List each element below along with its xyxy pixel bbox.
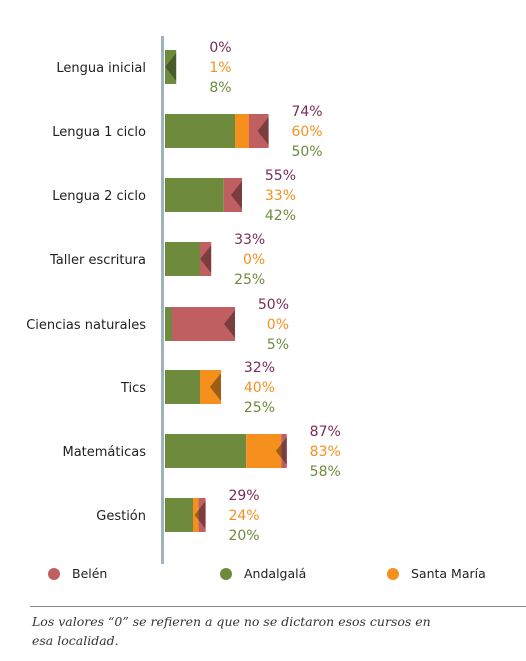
legend-label-andalgala: Andalgalá [244, 566, 307, 581]
bar-end-marker-lengua-2-ciclo [231, 181, 242, 209]
divider-rule [30, 606, 526, 607]
legend-swatch-santa-maria [387, 567, 399, 580]
value-label-belen-gestion: 29% [228, 488, 259, 504]
bar-end-marker-taller-escritura [200, 245, 212, 273]
stacked-bar-chart: Lengua inicial 0% 1% 8% Lengua 1 ciclo 74% 60%… [26, 36, 341, 564]
footnote: Los valores “0” se refieren a que no se … [32, 614, 431, 648]
category-label-lengua-inicial: Lengua inicial [56, 61, 146, 76]
bar-andalgala-taller-escritura [165, 242, 200, 276]
bar-end-marker-gestion [194, 501, 206, 529]
category-label-gestion: Gestión [96, 509, 146, 524]
value-label-andalgala-tics: 25% [244, 400, 275, 416]
bar-end-marker-ciencias-naturales [224, 310, 235, 338]
value-label-santa-maria-lengua-2-ciclo: 33% [265, 188, 296, 204]
legend-swatch-belen [48, 567, 60, 580]
bar-andalgala-lengua-2-ciclo [165, 178, 224, 212]
legend-item-santa-maria: Santa María [387, 566, 486, 581]
value-label-santa-maria-tics: 40% [244, 380, 275, 396]
bar-belen-lengua-1-ciclo [249, 114, 269, 148]
value-label-belen-tics: 32% [244, 360, 275, 376]
legend: Belén Andalgalá Santa María [0, 566, 526, 590]
bar-santa-maria-gestion [193, 498, 199, 532]
value-label-santa-maria-matematicas: 83% [310, 444, 341, 460]
bar-end-marker-matematicas [275, 437, 287, 465]
bar-andalgala-gestion [165, 498, 193, 532]
bar-belen-matematicas [281, 434, 287, 468]
bar-santa-maria-tics [200, 370, 221, 404]
value-label-andalgala-lengua-inicial: 8% [209, 80, 231, 96]
bar-andalgala-tics [165, 370, 200, 404]
bar-belen-taller-escritura [200, 242, 212, 276]
legend-label-belen: Belén [72, 566, 108, 581]
category-label-matematicas: Matemáticas [62, 445, 146, 460]
value-label-andalgala-lengua-1-ciclo: 50% [291, 144, 322, 160]
value-label-santa-maria-taller-escritura: 0% [243, 252, 265, 268]
value-label-santa-maria-lengua-1-ciclo: 60% [291, 124, 322, 140]
y-axis-line [161, 36, 164, 564]
category-label-lengua-1-ciclo: Lengua 1 ciclo [52, 125, 146, 140]
bar-andalgala-matematicas [165, 434, 247, 468]
bar-end-marker-lengua-inicial [165, 53, 177, 81]
value-label-santa-maria-lengua-inicial: 1% [209, 60, 231, 76]
bar-end-marker-lengua-1-ciclo [257, 117, 269, 145]
legend-swatch-andalgala [220, 567, 232, 580]
value-label-belen-ciencias-naturales: 50% [258, 297, 289, 313]
value-label-santa-maria-gestion: 24% [228, 508, 259, 524]
bar-andalgala-lengua-inicial [165, 50, 177, 84]
value-label-belen-lengua-inicial: 0% [209, 40, 231, 56]
value-label-andalgala-taller-escritura: 25% [234, 272, 265, 288]
bar-santa-maria-lengua-1-ciclo [235, 114, 249, 148]
bar-belen-lengua-2-ciclo [223, 178, 242, 212]
value-label-andalgala-gestion: 20% [228, 528, 259, 544]
value-label-andalgala-matematicas: 58% [310, 464, 341, 480]
category-label-lengua-2-ciclo: Lengua 2 ciclo [52, 189, 146, 204]
value-label-andalgala-ciencias-naturales: 5% [267, 337, 289, 353]
bar-andalgala-lengua-1-ciclo [165, 114, 235, 148]
category-label-taller-escritura: Taller escritura [49, 253, 146, 268]
value-label-belen-lengua-2-ciclo: 55% [265, 168, 296, 184]
value-label-andalgala-lengua-2-ciclo: 42% [265, 208, 296, 224]
legend-item-belen: Belén [48, 566, 107, 581]
bar-santa-maria-matematicas [246, 434, 282, 468]
legend-label-santa-maria: Santa María [411, 566, 486, 581]
value-label-santa-maria-ciencias-naturales: 0% [267, 317, 289, 333]
value-label-belen-taller-escritura: 33% [234, 232, 265, 248]
bar-belen-gestion [198, 498, 206, 532]
legend-item-andalgala: Andalgalá [220, 566, 306, 581]
category-label-tics: Tics [120, 381, 146, 396]
value-label-belen-lengua-1-ciclo: 74% [291, 104, 322, 120]
bar-andalgala-ciencias-naturales [165, 307, 172, 341]
bar-belen-ciencias-naturales [172, 307, 235, 341]
value-label-belen-matematicas: 87% [310, 424, 341, 440]
bar-end-marker-tics [210, 373, 221, 401]
category-label-ciencias-naturales: Ciencias naturales [26, 318, 146, 333]
